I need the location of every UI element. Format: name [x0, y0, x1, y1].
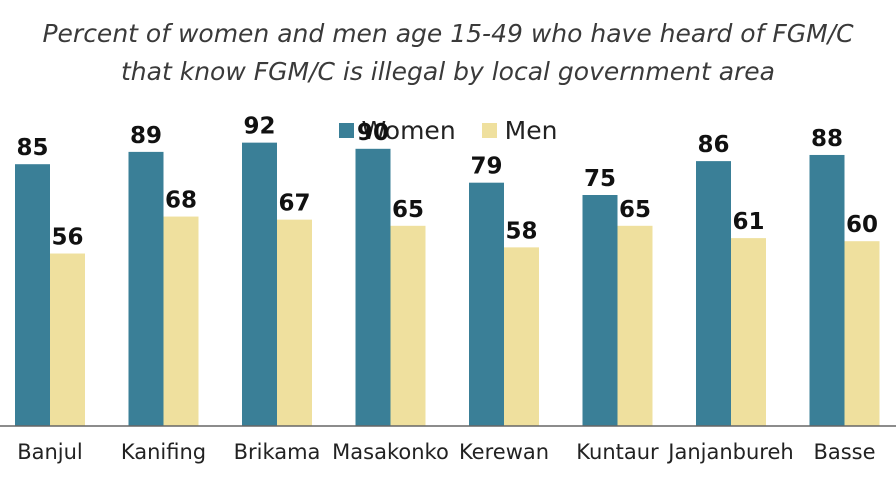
data-label-women-brikama: 92 [243, 114, 275, 140]
data-label-women-banjul: 85 [16, 135, 48, 161]
data-label-men-banjul: 56 [51, 225, 83, 251]
legend-swatch-women [338, 123, 354, 138]
x-tick-label-brikama: Brikama [234, 440, 321, 464]
bar-men-kerewan [504, 247, 539, 426]
bar-women-banjul [15, 164, 50, 426]
data-label-women-kanifing: 89 [130, 123, 162, 149]
x-tick-label-banjul: Banjul [17, 440, 83, 464]
legend: Women Men [0, 116, 896, 145]
x-tick-label-kerewan: Kerewan [459, 440, 549, 464]
legend-label-women: Women [361, 116, 456, 145]
bar-men-basse [844, 241, 880, 426]
data-label-men-masakonko: 65 [392, 197, 424, 223]
bar-men-masakonko [390, 225, 426, 426]
x-tick-label-kanifing: Kanifing [121, 440, 206, 464]
chart-subtitle: that know FGM/C is illegal by local gove… [121, 57, 775, 86]
bar-women-basse [809, 154, 845, 426]
data-label-men-kuntaur: 65 [619, 197, 651, 223]
bar-women-janjanbureh [696, 161, 731, 426]
data-label-men-janjanbureh: 61 [732, 209, 764, 235]
legend-item-men: Men [481, 116, 558, 145]
bar-women-kuntaur [582, 195, 618, 426]
bar-men-banjul [50, 253, 85, 426]
bar-men-brikama [277, 219, 312, 426]
bar-women-kanifing [128, 151, 164, 426]
data-label-women-kuntaur: 75 [584, 166, 616, 192]
x-tick-label-basse: Basse [813, 440, 875, 464]
x-tick-label-janjanbureh: Janjanbureh [666, 440, 793, 464]
data-label-men-basse: 60 [846, 212, 878, 238]
x-tick-label-kuntaur: Kuntaur [576, 440, 659, 464]
data-label-women-janjanbureh: 86 [697, 132, 729, 158]
data-label-men-kerewan: 58 [505, 218, 537, 244]
legend-label-men: Men [504, 116, 558, 145]
data-label-women-basse: 88 [811, 126, 843, 152]
data-label-men-kanifing: 68 [165, 188, 197, 214]
data-label-men-brikama: 67 [278, 191, 310, 217]
bar-men-janjanbureh [731, 238, 766, 426]
bar-women-kerewan [469, 182, 504, 426]
x-tick-label-masakonko: Masakonko [332, 440, 449, 464]
data-label-women-masakonko: 90 [357, 120, 389, 146]
bar-men-kuntaur [617, 225, 653, 426]
data-label-women-kerewan: 79 [470, 154, 502, 180]
chart-title: Percent of women and men age 15-49 who h… [42, 19, 854, 48]
bar-women-brikama [242, 142, 277, 426]
legend-swatch-men [481, 123, 497, 138]
legend-item-women: Women [338, 116, 456, 145]
bar-men-kanifing [163, 216, 199, 426]
bar-women-masakonko [355, 148, 391, 427]
